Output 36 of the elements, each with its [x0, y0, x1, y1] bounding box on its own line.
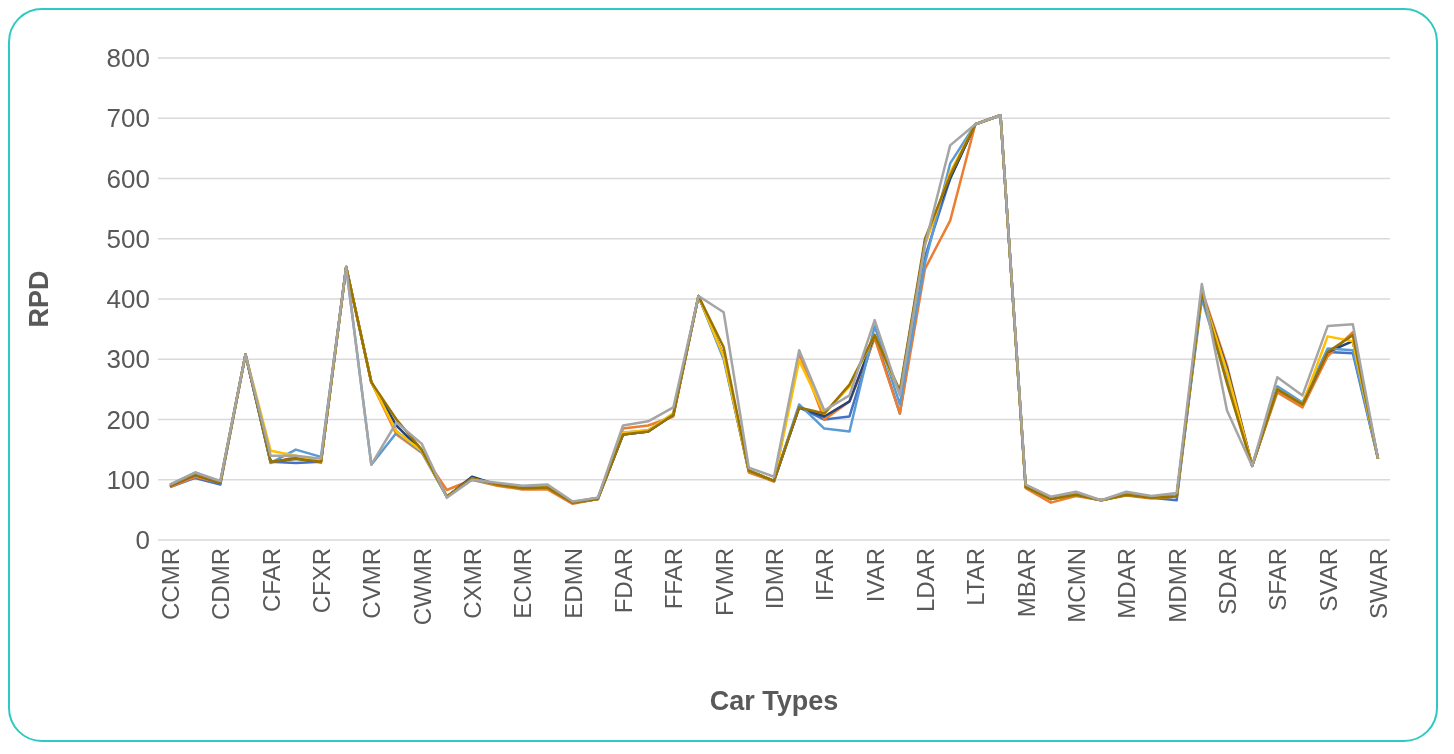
x-tick-label: SVAR	[1314, 548, 1342, 612]
y-tick-label: 400	[106, 284, 150, 315]
x-tick-label: SWAR	[1365, 548, 1393, 620]
y-tick-label: 500	[106, 223, 150, 254]
x-tick-label: ECMR	[509, 548, 537, 619]
x-tick-label: CXMR	[459, 548, 487, 619]
x-tick-label: CFXR	[308, 548, 336, 614]
y-tick-label: 0	[135, 525, 150, 556]
x-tick-label: SFAR	[1264, 548, 1292, 611]
y-tick-label: 800	[106, 43, 150, 74]
x-tick-label: CDMR	[207, 548, 235, 620]
x-tick-label: SDAR	[1214, 548, 1242, 615]
y-tick-label: 300	[106, 344, 150, 375]
x-tick-label: MDMR	[1163, 548, 1191, 623]
y-tick-label: 200	[106, 404, 150, 435]
x-tick-label: CCMR	[157, 548, 185, 620]
y-tick-label: 100	[106, 464, 150, 495]
x-tick-label: IVAR	[861, 548, 889, 603]
x-tick-label: CFAR	[257, 548, 285, 613]
x-tick-label: FVMR	[710, 548, 738, 616]
x-tick-label: FDAR	[610, 548, 638, 614]
x-tick-label: LDAR	[912, 548, 940, 613]
x-axis-title: Car Types	[709, 686, 839, 716]
x-tick-label: LTAR	[962, 548, 990, 606]
x-tick-label: IDMR	[761, 548, 789, 610]
y-axis-title: RPD	[23, 270, 54, 328]
x-tick-label: FFAR	[660, 548, 688, 610]
y-tick-label: 600	[106, 163, 150, 194]
x-tick-label: MDAR	[1113, 548, 1141, 619]
x-tick-label: CWMR	[408, 548, 436, 626]
x-tick-label: IFAR	[811, 548, 839, 602]
x-tick-label: CVMR	[358, 548, 386, 619]
x-tick-label: EDMN	[559, 548, 587, 619]
y-tick-label: 700	[106, 103, 150, 134]
x-tick-label: MBAR	[1012, 548, 1040, 618]
x-tick-label: MCMN	[1063, 548, 1091, 623]
